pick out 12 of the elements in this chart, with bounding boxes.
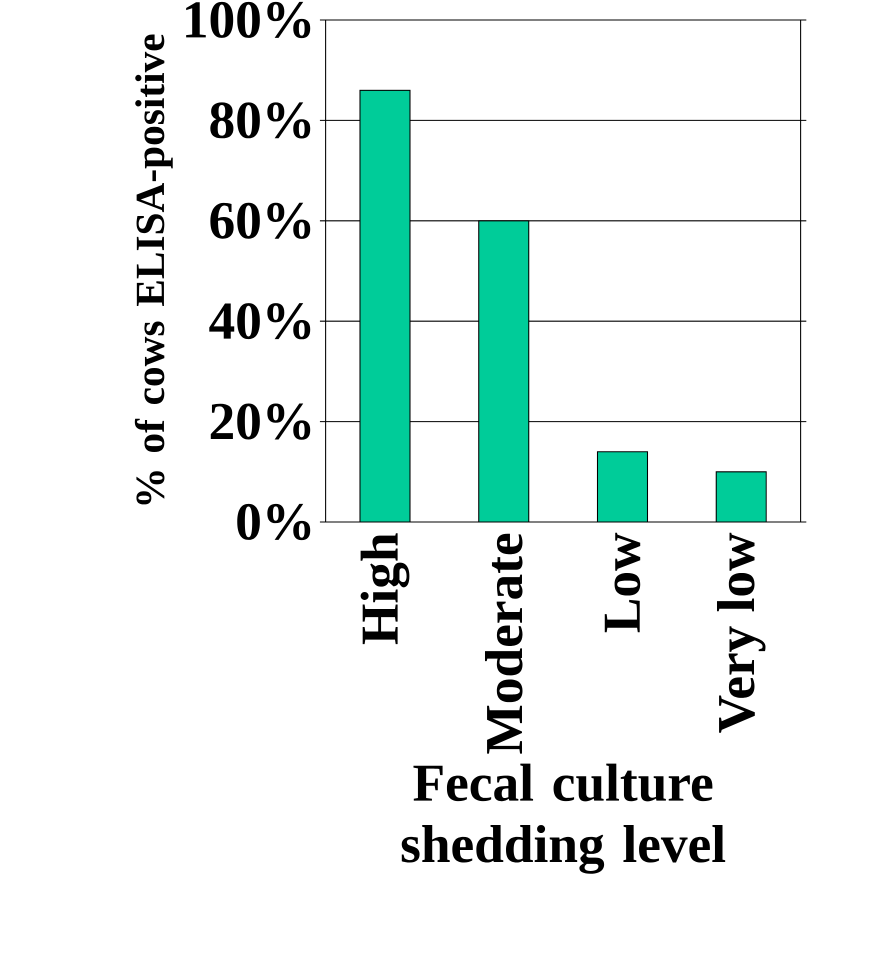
y-tick-label: 80%: [210, 102, 310, 138]
y-tick-label: 20%: [210, 404, 310, 440]
y-tick-label: 0%: [237, 504, 310, 540]
x-tick-label: Low: [604, 532, 640, 632]
y-tick-label: 100%: [186, 2, 310, 38]
x-axis-title: Fecal culture shedding level: [402, 764, 726, 874]
y-axis-title: % of cows ELISA-positive: [134, 34, 173, 504]
y-tick-label: 40%: [209, 303, 310, 340]
y-tick-label: 60%: [210, 202, 310, 239]
x-tick-label: High: [360, 533, 410, 644]
x-tick-label: Very low: [716, 532, 766, 733]
x-tick-label: Moderate: [484, 534, 523, 754]
